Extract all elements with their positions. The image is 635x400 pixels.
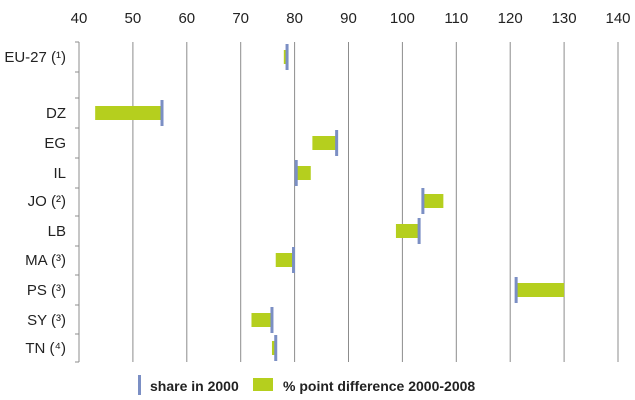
x-tick-label: 130 [552, 10, 577, 27]
share-marker [160, 100, 164, 126]
share-marker [270, 307, 274, 333]
share-marker [285, 44, 289, 70]
category-label: MA (³) [25, 252, 66, 269]
category-label: DZ [46, 105, 66, 122]
share-marker [335, 130, 339, 156]
difference-bar [275, 253, 294, 267]
difference-bar [296, 166, 311, 180]
difference-bar [422, 194, 444, 208]
x-tick-label: 100 [390, 10, 415, 27]
legend-diff-swatch [253, 378, 273, 391]
gridlines [75, 41, 619, 363]
difference-bar [395, 224, 420, 238]
legend-share-label: share in 2000 [150, 378, 239, 394]
share-markers [160, 44, 518, 361]
share-marker [514, 277, 518, 303]
category-label: PS (³) [27, 282, 66, 299]
category-label: TN (⁴) [25, 340, 66, 357]
share-marker [274, 335, 278, 361]
share-marker [292, 247, 296, 273]
x-tick-label: 40 [71, 10, 88, 27]
x-axis-ticks: 40 50 60 70 80 90 100 110 120 130 140 [71, 10, 631, 27]
x-tick-label: 110 [444, 10, 468, 27]
category-label: EG [44, 135, 66, 152]
legend-share-swatch [138, 375, 141, 395]
difference-bar [312, 136, 337, 150]
x-tick-label: 140 [605, 10, 630, 27]
x-tick-label: 50 [125, 10, 142, 27]
category-labels: EU-27 (¹) DZ EG IL JO (²) LB MA (³) PS (³) SY (³… [4, 49, 66, 357]
difference-bar [95, 106, 163, 120]
share-marker [294, 160, 298, 186]
x-tick-label: 70 [232, 10, 249, 27]
difference-bar [283, 50, 288, 64]
difference-bar [271, 341, 276, 355]
x-tick-label: 60 [178, 10, 195, 27]
x-tick-label: 90 [340, 10, 357, 27]
category-label: LB [48, 223, 66, 240]
category-label: SY (³) [27, 312, 66, 329]
difference-bar [516, 283, 565, 297]
difference-bar [251, 313, 272, 327]
legend-diff-label: % point difference 2000-2008 [283, 378, 475, 394]
x-tick-label: 120 [498, 10, 523, 27]
category-label: JO (²) [28, 193, 66, 210]
x-tick-label: 80 [286, 10, 303, 27]
share-marker [417, 218, 421, 244]
category-label: EU-27 (¹) [4, 49, 66, 66]
category-label: IL [53, 165, 66, 182]
legend: share in 2000 % point difference 2000-20… [138, 375, 475, 395]
difference-bars [95, 50, 565, 355]
share-marker [421, 188, 425, 214]
